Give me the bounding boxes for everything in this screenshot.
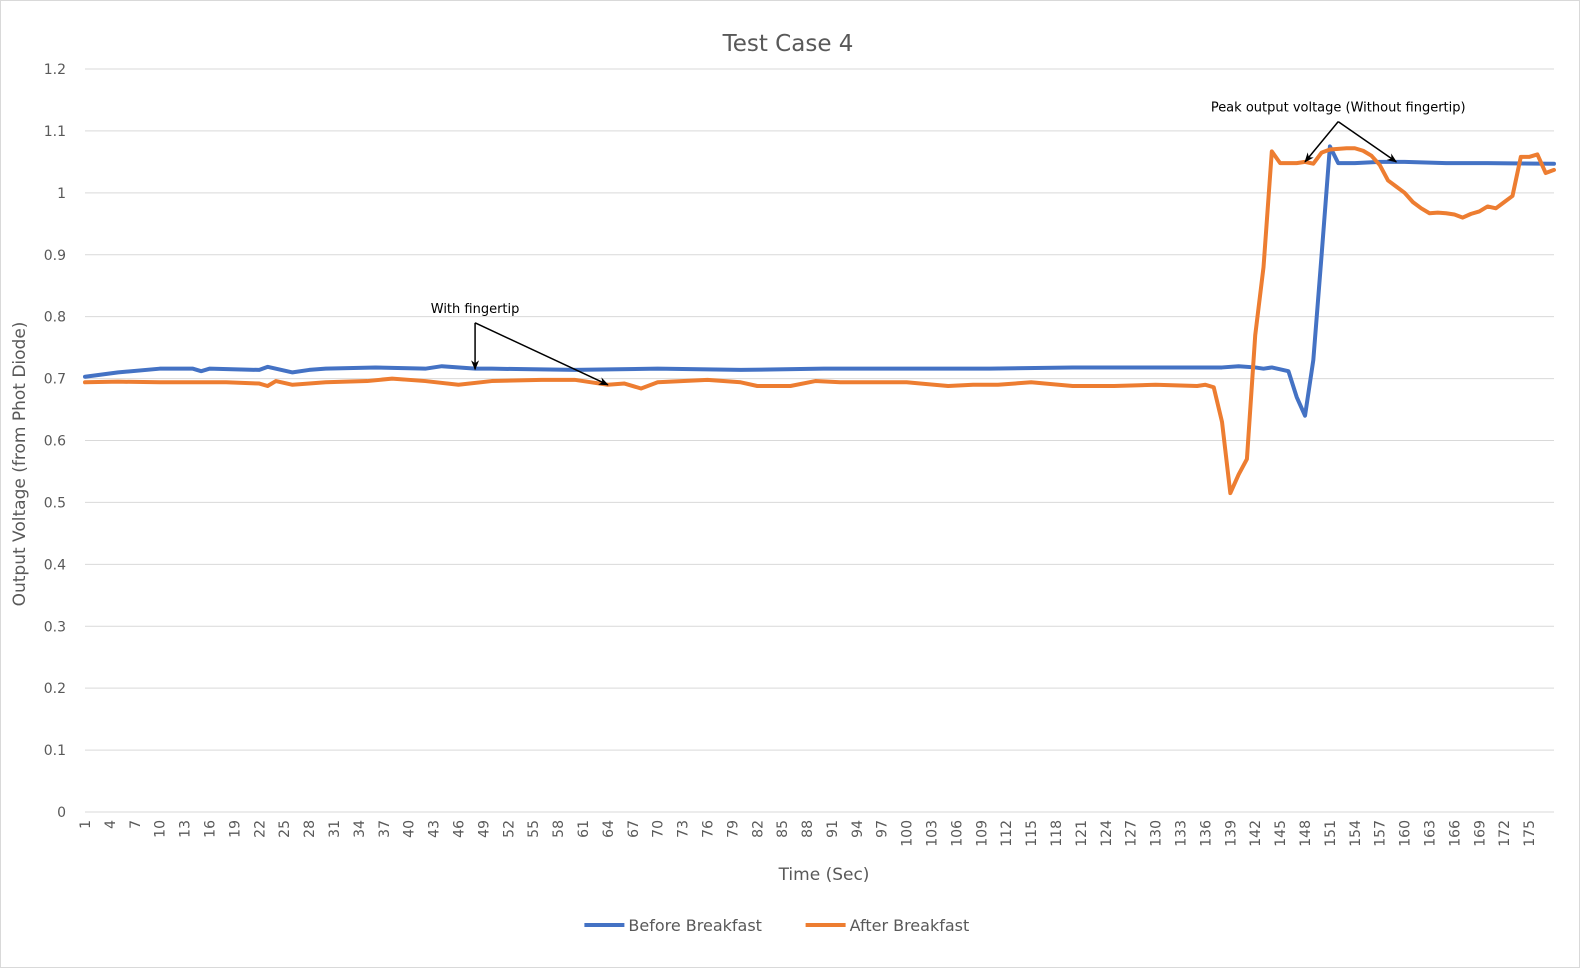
y-tick-label: 0.1: [44, 743, 66, 759]
y-tick-label: 0.7: [44, 372, 66, 388]
annotation-arrow: [1304, 121, 1339, 163]
x-tick-label: 169: [1472, 820, 1488, 847]
x-tick-label: 166: [1447, 820, 1463, 847]
annotations: With fingertip Peak output voltage (Witho…: [431, 101, 1466, 386]
annotation-arrow: [474, 322, 609, 386]
x-tick-label: 1: [78, 820, 94, 829]
x-tick-label: 19: [227, 820, 243, 838]
x-tick-label: 4: [103, 820, 119, 829]
annotation-arrow: [1337, 121, 1398, 163]
x-tick-label: 163: [1423, 820, 1439, 847]
y-tick-label: 1: [57, 186, 66, 202]
x-tick-label: 136: [1198, 820, 1214, 847]
x-tick-label: 34: [352, 820, 368, 838]
x-tick-label: 61: [576, 820, 592, 838]
x-tick-label: 145: [1273, 820, 1289, 847]
x-tick-label: 124: [1099, 820, 1115, 847]
x-tick-label: 79: [725, 820, 741, 838]
x-tick-label: 103: [925, 820, 941, 847]
legend-label: After Breakfast: [850, 916, 970, 935]
x-axis-title: Time (Sec): [778, 865, 870, 885]
x-tick-label: 40: [402, 820, 418, 838]
x-tick-label: 67: [626, 820, 642, 838]
x-tick-label: 10: [153, 820, 169, 838]
x-tick-label: 133: [1174, 820, 1190, 847]
x-tick-label: 157: [1373, 820, 1389, 847]
x-tick-label: 148: [1298, 820, 1314, 847]
x-tick-label: 121: [1074, 820, 1090, 847]
series-line-2: [83, 146, 1556, 496]
x-tick-label: 76: [700, 820, 716, 838]
x-tick-label: 127: [1124, 820, 1140, 847]
y-axis-ticks: 0 0.1 0.2 0.3 0.4 0.5 0.6 0.7 0.8 0.9 1 1.1 1.2: [44, 62, 66, 821]
y-axis-title: Output Voltage (from Phot Diode): [10, 322, 30, 607]
x-tick-label: 97: [875, 820, 891, 838]
x-tick-label: 151: [1323, 820, 1339, 847]
x-tick-label: 58: [551, 820, 567, 838]
legend: Before Breakfast After Breakfast: [584, 916, 969, 935]
x-tick-label: 28: [302, 820, 318, 838]
x-tick-label: 64: [601, 820, 617, 838]
y-tick-label: 1.1: [44, 124, 66, 140]
x-tick-label: 52: [501, 820, 517, 838]
y-tick-label: 0.9: [44, 248, 66, 264]
y-tick-label: 0.2: [44, 681, 66, 697]
x-tick-label: 88: [800, 820, 816, 838]
x-tick-label: 112: [999, 820, 1015, 847]
x-tick-label: 22: [252, 820, 268, 838]
y-tick-label: 0.6: [44, 434, 66, 450]
x-tick-label: 49: [476, 820, 492, 838]
x-tick-label: 7: [128, 820, 144, 829]
x-tick-label: 130: [1149, 820, 1165, 847]
gridlines: [85, 68, 1554, 813]
x-tick-label: 55: [526, 820, 542, 838]
y-tick-label: 1.2: [44, 62, 66, 78]
x-tick-label: 106: [949, 820, 965, 847]
chart-title: Test Case 4: [722, 31, 854, 57]
x-tick-label: 142: [1248, 820, 1264, 847]
y-tick-label: 0.3: [44, 619, 66, 635]
x-tick-label: 85: [775, 820, 791, 838]
x-tick-label: 82: [750, 820, 766, 838]
x-tick-label: 13: [178, 820, 194, 838]
y-tick-label: 0.8: [44, 310, 66, 326]
x-tick-label: 91: [825, 820, 841, 838]
x-tick-label: 70: [651, 820, 667, 838]
x-tick-label: 37: [377, 820, 393, 838]
legend-label: Before Breakfast: [628, 916, 762, 935]
x-tick-label: 160: [1398, 820, 1414, 847]
x-tick-label: 154: [1348, 820, 1364, 847]
x-tick-label: 118: [1049, 820, 1065, 847]
x-tick-label: 175: [1522, 820, 1538, 847]
series-lines: [83, 144, 1556, 496]
x-tick-label: 94: [850, 820, 866, 838]
x-tick-label: 43: [427, 820, 443, 838]
x-tick-label: 109: [974, 820, 990, 847]
annotation-label: Peak output voltage (Without fingertip): [1211, 101, 1466, 116]
series-line-1: [83, 144, 1556, 418]
y-tick-label: 0: [57, 805, 66, 821]
x-tick-label: 172: [1497, 820, 1513, 847]
x-tick-label: 16: [202, 820, 218, 838]
x-tick-label: 25: [277, 820, 293, 838]
x-tick-label: 31: [327, 820, 343, 838]
annotation-label: With fingertip: [431, 302, 520, 317]
x-tick-label: 115: [1024, 820, 1040, 847]
x-tick-label: 139: [1223, 820, 1239, 847]
y-tick-label: 0.4: [44, 557, 66, 573]
x-axis-ticks: 1 4 7 10 13 16 19 22 25 28 31 34 37 40 43 46 49 52 55 58 61 6…: [78, 820, 1538, 847]
x-tick-label: 46: [451, 820, 467, 838]
y-tick-label: 0.5: [44, 495, 66, 511]
x-tick-label: 73: [676, 820, 692, 838]
x-tick-label: 100: [900, 820, 916, 847]
